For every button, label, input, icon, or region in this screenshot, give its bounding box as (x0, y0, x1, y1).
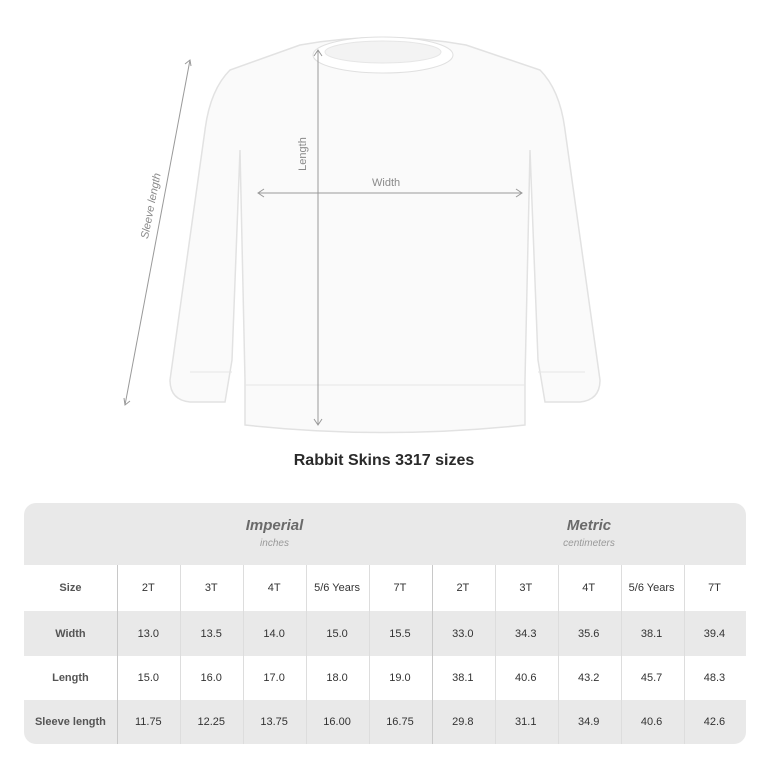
table-cell: 14.0 (263, 627, 285, 640)
sweatshirt (169, 36, 601, 434)
table-cell: 12.25 (197, 716, 225, 728)
width-label: Width (372, 177, 401, 189)
column-divider (180, 565, 181, 744)
table-cell: 29.8 (452, 716, 474, 728)
metric-header: Metric centimeters (432, 517, 746, 549)
table-cell: 18.0 (326, 672, 348, 684)
table-cell: 45.7 (640, 672, 663, 684)
table-cell: 15.0 (137, 672, 160, 684)
size-cell: 7T (393, 582, 407, 594)
size-table: Imperial inches Metric centimeters Size … (24, 503, 746, 744)
size-cell: 3T (519, 582, 533, 594)
table-row-length: Length 15.0 16.0 17.0 18.0 19.0 38.1 40.… (24, 656, 746, 700)
table-cell: 39.4 (703, 627, 726, 640)
table-cell: 13.75 (260, 716, 288, 728)
table-cell: 31.1 (515, 716, 537, 728)
table-cell: 15.0 (326, 627, 348, 640)
column-divider (621, 565, 622, 744)
metric-unit: centimeters (563, 538, 615, 549)
table-cell: 40.6 (640, 716, 663, 728)
size-cell: 2T (141, 582, 155, 594)
size-cell: 4T (582, 582, 596, 594)
size-cell: 2T (456, 582, 470, 594)
table-cell: 19.0 (389, 672, 411, 684)
table-cell: 16.0 (200, 672, 222, 684)
imperial-title: Imperial (245, 517, 304, 534)
row-label: Width (55, 627, 86, 640)
table-cell: 13.0 (137, 627, 160, 640)
page-title: Rabbit Skins 3317 sizes (293, 452, 475, 469)
column-divider (558, 565, 559, 744)
table-cell: 15.5 (389, 627, 411, 640)
size-cell: 5/6 Years (314, 582, 360, 594)
table-row-width: Width 13.0 13.5 14.0 15.0 15.5 33.0 34.3… (24, 611, 746, 656)
table-cell: 40.6 (515, 672, 537, 684)
table-header: Imperial inches Metric centimeters (24, 503, 746, 565)
column-divider (495, 565, 496, 744)
table-cell: 34.9 (577, 716, 600, 728)
size-cell: 4T (267, 582, 281, 594)
column-divider (432, 565, 433, 744)
column-divider (243, 565, 244, 744)
size-row: Size 2T 3T 4T 5/6 Years 7T 2T 3T 4T 5/6 … (24, 565, 746, 611)
table-cell: 48.3 (703, 672, 726, 684)
table-cell: 16.00 (323, 716, 351, 728)
table-cell: 43.2 (577, 672, 600, 684)
measure-lines (123, 49, 523, 426)
table-cell: 34.3 (515, 627, 537, 640)
imperial-header: Imperial inches (117, 517, 432, 549)
table-cell: 17.0 (263, 672, 285, 684)
table-cell: 33.0 (452, 627, 474, 640)
table-cell: 16.75 (386, 716, 414, 728)
column-divider (369, 565, 370, 744)
size-cell: 5/6 Years (628, 582, 675, 594)
table-row-sleeve-length: Sleeve length 11.75 12.25 13.75 16.00 16… (24, 700, 746, 744)
table-cell: 13.5 (200, 627, 222, 640)
table-cell: 38.1 (452, 672, 474, 684)
sweatshirt-illustration (123, 36, 601, 434)
length-label: Length (296, 137, 309, 171)
size-cell: 3T (204, 582, 218, 594)
metric-title: Metric (566, 517, 612, 534)
table-cell: 11.75 (134, 716, 162, 728)
column-divider (117, 565, 118, 744)
imperial-unit: inches (260, 538, 289, 549)
row-label: Sleeve length (34, 716, 106, 728)
table-cell: 35.6 (577, 627, 600, 640)
table-cell: 42.6 (703, 716, 726, 728)
column-divider (306, 565, 307, 744)
row-label: Length (52, 672, 89, 684)
table-cell: 38.1 (640, 627, 663, 640)
size-cell: 7T (708, 582, 721, 594)
row-label: Size (59, 582, 82, 594)
column-divider (684, 565, 685, 744)
